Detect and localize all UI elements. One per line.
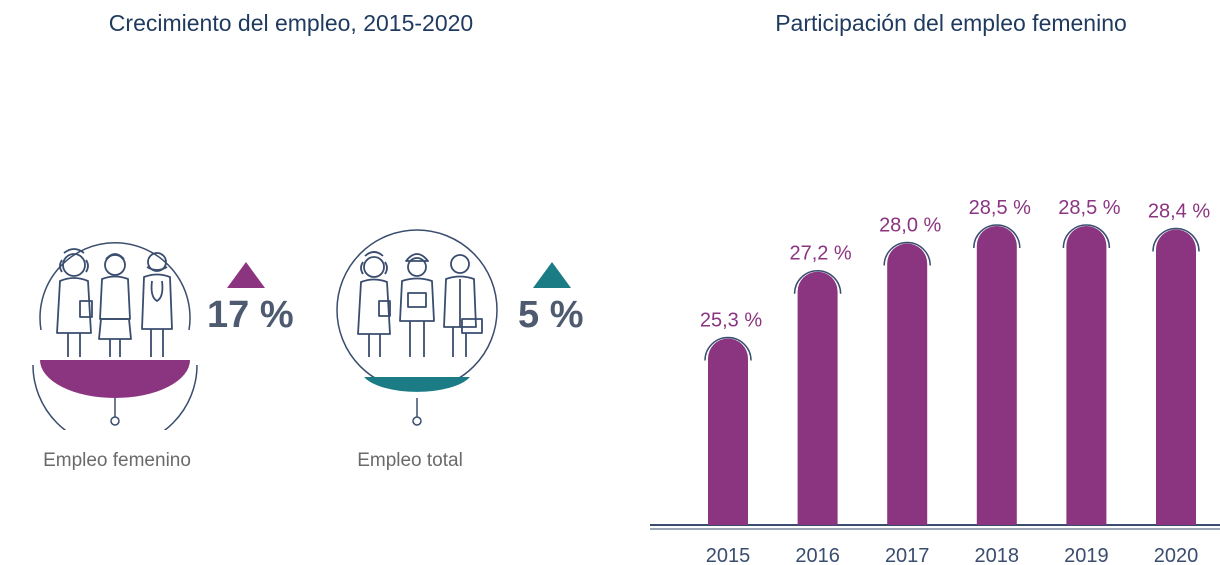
bar-outline-2017 xyxy=(883,241,931,266)
bar-2018 xyxy=(976,225,1017,526)
bar-outline-2018 xyxy=(973,224,1021,248)
bar-outline-2016 xyxy=(793,270,842,294)
bar-2016 xyxy=(797,271,838,525)
chart-title-growth: Crecimiento del empleo, 2015-2020 xyxy=(108,10,474,36)
x-tick-label-2018: 2018 xyxy=(975,545,1020,565)
bar-2017 xyxy=(887,243,928,525)
female-employment-indicator xyxy=(30,215,200,448)
x-tick-label-2016: 2016 xyxy=(795,545,840,565)
trend-up-icon xyxy=(227,262,265,288)
three-women-workers-icon xyxy=(32,242,198,448)
value-label-2016: 27,2 % xyxy=(789,243,851,265)
total-growth-percent: 5 % xyxy=(518,294,584,336)
bar-outline-2015 xyxy=(704,336,752,361)
x-tick-label-2017: 2017 xyxy=(885,545,930,565)
female-caption: Empleo femenino xyxy=(43,450,191,471)
value-label-2020: 28,4 % xyxy=(1148,200,1210,222)
value-label-2017: 28,0 % xyxy=(879,215,941,237)
value-label-2018: 28,5 % xyxy=(969,197,1031,219)
value-label-2015: 25,3 % xyxy=(700,310,762,332)
female-growth-percent: 17 % xyxy=(207,294,294,336)
x-tick-label-2019: 2019 xyxy=(1064,545,1109,565)
x-tick-label-2015: 2015 xyxy=(706,545,751,565)
bar-2019 xyxy=(1066,225,1107,526)
total-caption: Empleo total xyxy=(357,450,463,471)
bar-outline-2020 xyxy=(1152,227,1200,252)
x-tick-label-2020: 2020 xyxy=(1154,545,1199,565)
total-employment-indicator xyxy=(332,215,502,435)
bar-outline-2019 xyxy=(1062,224,1111,248)
bar-2020 xyxy=(1156,229,1196,526)
chart-title-participation: Participación del empleo femenino xyxy=(775,10,1127,36)
value-label-2019: 28,5 % xyxy=(1058,197,1120,219)
bar-2015 xyxy=(708,338,748,525)
participation-bar-chart: 25,3 % 2015 27,2 % 2016 28,0 % 2017 28,5 % 2018… xyxy=(650,197,1220,565)
trend-up-icon xyxy=(533,262,571,288)
mixed-workers-icon xyxy=(336,229,498,426)
